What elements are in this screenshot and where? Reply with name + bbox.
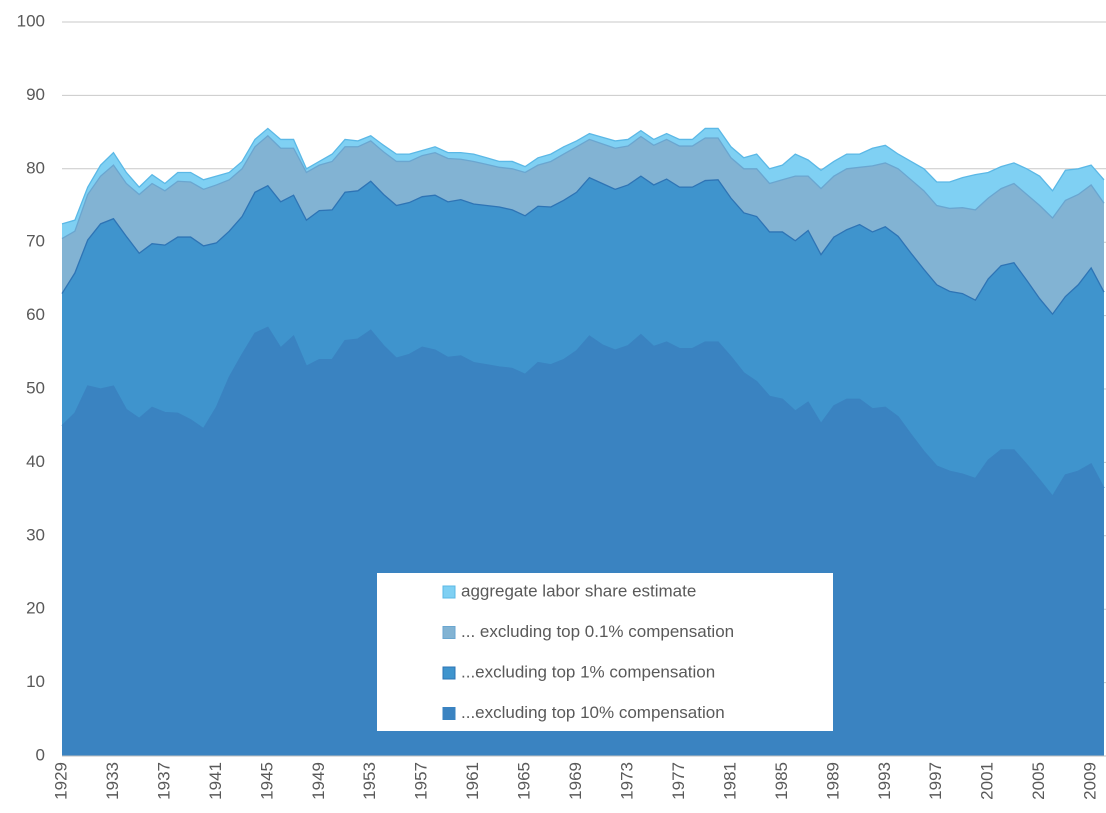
y-tick-label: 50 <box>26 378 45 397</box>
legend-swatch <box>442 626 456 639</box>
y-tick-label: 20 <box>26 599 45 618</box>
y-tick-label: 90 <box>26 85 45 104</box>
legend: aggregate labor share estimate ... exclud… <box>377 573 833 731</box>
area <box>62 327 1104 756</box>
x-tick-label: 1973 <box>618 762 637 800</box>
y-tick-label: 80 <box>26 158 45 177</box>
x-tick-label: 1953 <box>360 762 379 800</box>
x-tick-label: 1929 <box>51 762 70 800</box>
y-tick-label: 70 <box>26 232 45 251</box>
x-tick-label: 1997 <box>926 762 945 800</box>
x-tick-label: 1969 <box>566 762 585 800</box>
area-edge <box>61 326 1105 498</box>
x-tick-label: 1985 <box>772 762 791 800</box>
legend-swatch <box>442 707 456 720</box>
legend-swatch <box>442 585 456 599</box>
x-tick-label: 1965 <box>515 762 534 800</box>
x-tick-label: 1941 <box>206 762 225 800</box>
y-tick-label: 100 <box>17 11 45 30</box>
y-tick-label: 0 <box>36 745 45 764</box>
x-tick-label: 2009 <box>1081 762 1100 800</box>
x-tick-label: 1961 <box>463 762 482 800</box>
legend-label: aggregate labor share estimate <box>461 581 696 600</box>
x-tick-label: 2001 <box>978 762 997 800</box>
y-tick-label: 60 <box>26 305 45 324</box>
x-tick-label: 1981 <box>720 762 739 800</box>
x-tick-label: 1949 <box>309 762 328 800</box>
legend-swatch <box>442 666 456 680</box>
y-tick-label: 30 <box>26 525 45 544</box>
legend-label: ...excluding top 1% compensation <box>461 662 715 681</box>
y-tick-label: 10 <box>26 672 45 691</box>
x-tick-label: 1957 <box>412 762 431 800</box>
x-tick-label: 1933 <box>103 762 122 800</box>
legend-box <box>377 573 833 731</box>
area-edge <box>61 175 1105 316</box>
x-tick-label: 1977 <box>669 762 688 800</box>
area-edge <box>61 134 1105 240</box>
legend-label: ...excluding top 10% compensation <box>461 703 725 722</box>
x-tick-label: 1993 <box>875 762 894 800</box>
x-tick-label: 1989 <box>823 762 842 800</box>
legend-label: ... excluding top 0.1% compensation <box>461 622 734 641</box>
x-tick-label: 2005 <box>1029 762 1048 800</box>
x-tick-label: 1945 <box>257 762 276 800</box>
x-tick-label: 1937 <box>154 762 173 800</box>
area-edge <box>61 127 1105 225</box>
y-tick-label: 40 <box>26 452 45 471</box>
